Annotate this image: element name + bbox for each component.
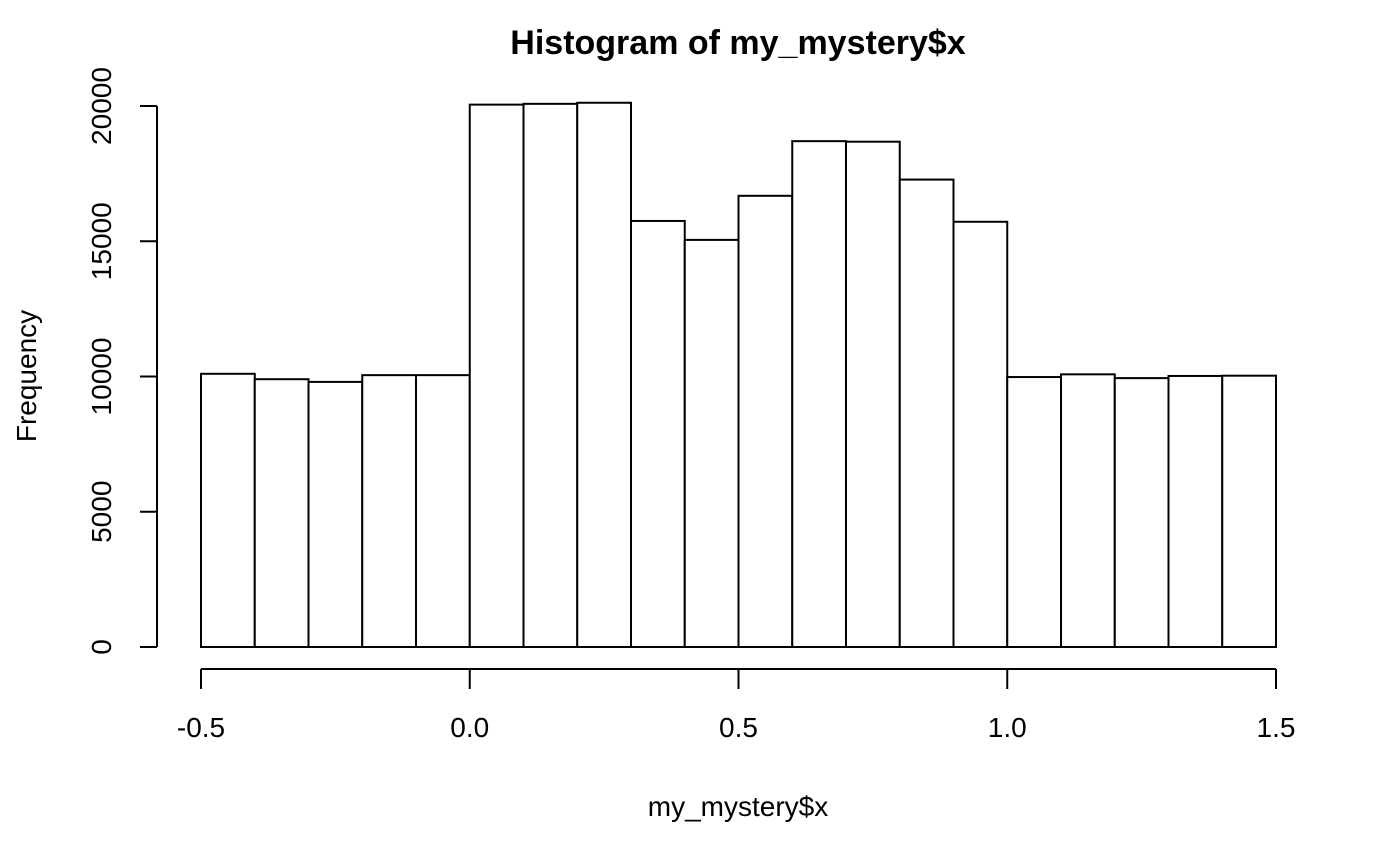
histogram-bar bbox=[576, 101, 632, 648]
x-tick-label: 1.0 bbox=[988, 712, 1027, 743]
histogram-bar bbox=[253, 378, 310, 648]
histogram-bar bbox=[737, 194, 794, 648]
histogram-bar bbox=[898, 178, 955, 649]
histogram-bar bbox=[683, 238, 740, 649]
y-tick-label: 0 bbox=[86, 639, 117, 655]
histogram-bar bbox=[845, 140, 901, 648]
y-tick-label: 20000 bbox=[86, 67, 117, 145]
histogram-bar bbox=[200, 372, 256, 648]
histogram-bars bbox=[200, 101, 1277, 649]
histogram-bar bbox=[630, 219, 686, 648]
histogram-bar bbox=[468, 103, 525, 648]
histogram-bar bbox=[1221, 374, 1277, 648]
histogram-bar bbox=[952, 220, 1009, 649]
chart-title: Histogram of my_mystery$x bbox=[510, 24, 966, 62]
x-axis-label: my_mystery$x bbox=[648, 791, 828, 822]
histogram-bar bbox=[522, 102, 579, 648]
y-tick-label: 5000 bbox=[86, 481, 117, 543]
x-tick-label: -0.5 bbox=[177, 712, 225, 743]
histogram-bar bbox=[361, 374, 417, 648]
histogram-bar bbox=[1167, 374, 1224, 648]
histogram-bar bbox=[1060, 373, 1116, 648]
x-tick-label: 1.5 bbox=[1257, 712, 1296, 743]
histogram-bar bbox=[1006, 376, 1062, 648]
x-tick-label: 0.0 bbox=[450, 712, 489, 743]
y-axis: 0 5000 10000 15000 20000 bbox=[86, 67, 158, 655]
histogram-bar bbox=[415, 374, 471, 648]
y-axis-label: Frequency bbox=[11, 310, 42, 442]
y-tick-label: 15000 bbox=[86, 202, 117, 280]
y-tick-label: 10000 bbox=[86, 338, 117, 416]
histogram-bar bbox=[791, 140, 847, 648]
histogram-bar bbox=[307, 380, 364, 648]
x-tick-label: 0.5 bbox=[719, 712, 758, 743]
histogram-bar bbox=[1113, 377, 1170, 648]
x-axis: -0.5 0.0 0.5 1.0 1.5 bbox=[177, 668, 1296, 743]
